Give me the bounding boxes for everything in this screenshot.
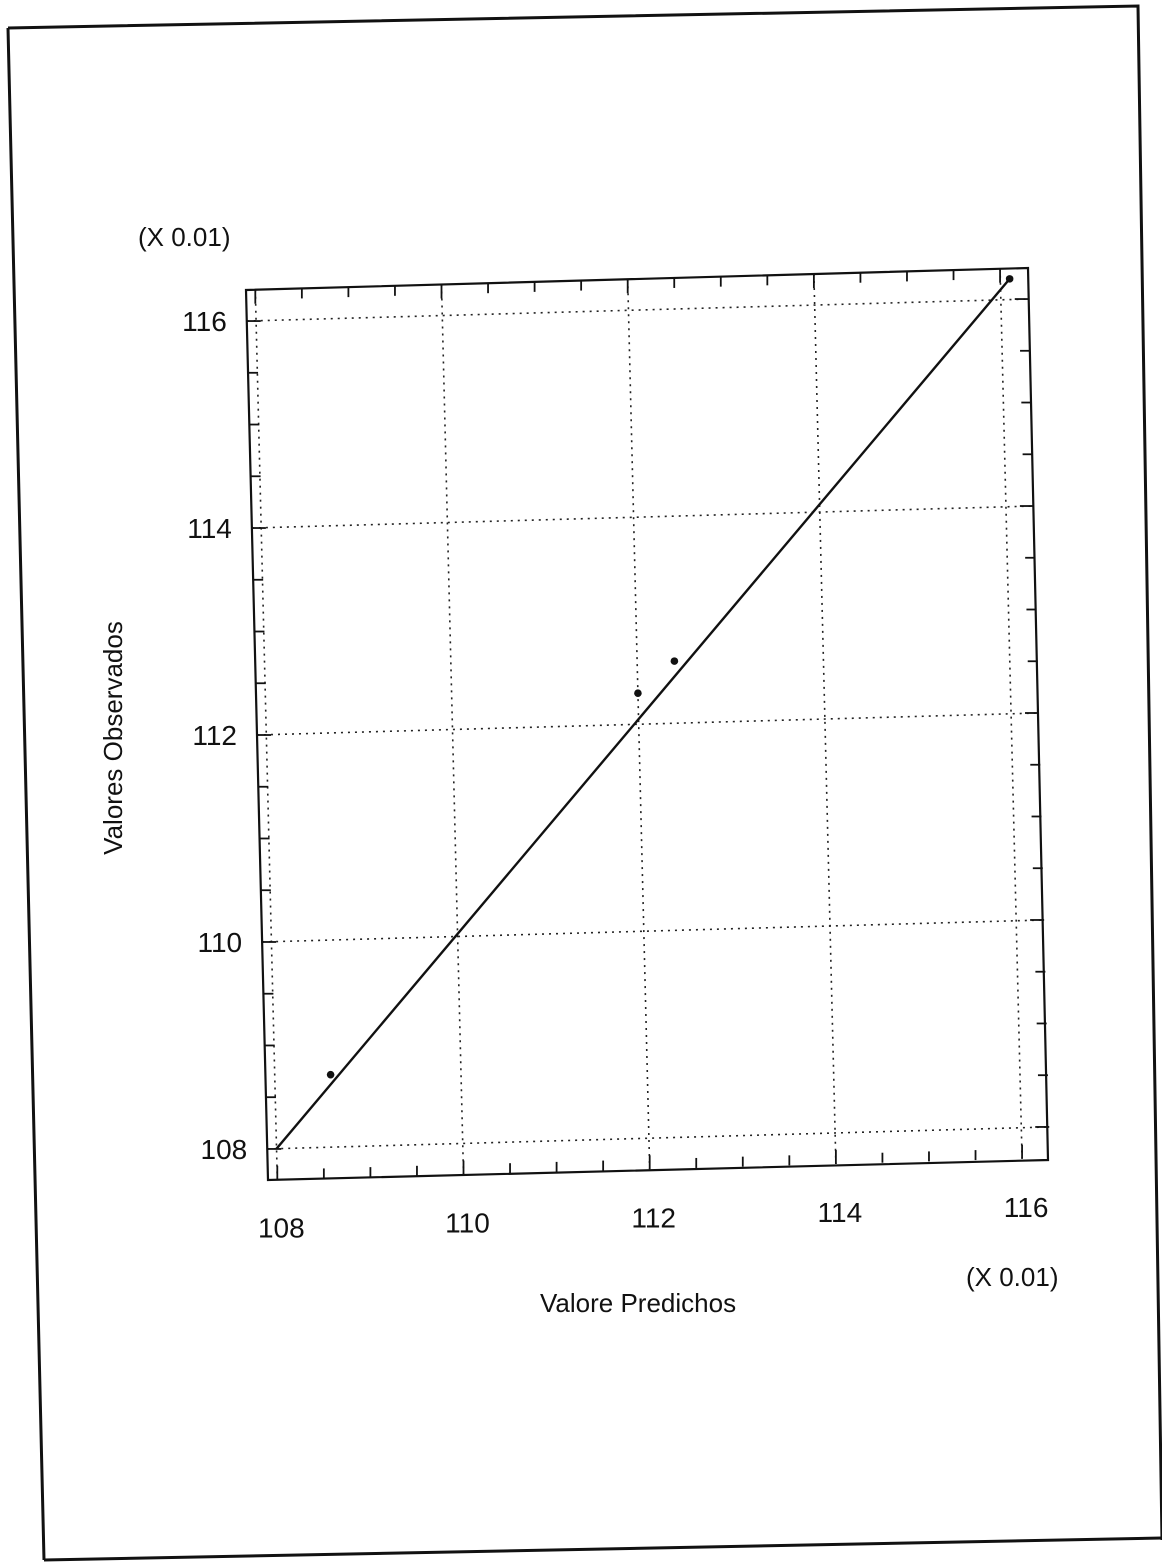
tick-marks — [246, 268, 1050, 1180]
y-tick-label-112: 112 — [192, 720, 237, 751]
y-multiplier-label: (X 0.01) — [138, 222, 231, 252]
y-tick-label-110: 110 — [197, 927, 242, 958]
x-tick-labels: 108 110 112 114 116 — [258, 1192, 1048, 1244]
y-axis-title: Valores Observados — [98, 621, 128, 855]
grid-line-y-114 — [251, 505, 1034, 529]
x-tick-label-114: 114 — [818, 1197, 863, 1228]
grid-line-x-112 — [626, 279, 651, 1170]
page-border-bottom — [43, 1536, 1162, 1562]
grid-line-y-112 — [256, 712, 1040, 736]
y-tick-label-116: 116 — [182, 306, 227, 337]
grid-line-y-116 — [246, 298, 1029, 322]
y-tick-label-108: 108 — [201, 1134, 248, 1165]
x-tick-label-112: 112 — [631, 1202, 676, 1233]
data-point-2 — [634, 689, 642, 698]
y-tick-label-114: 114 — [187, 513, 232, 544]
grid-line-x-114 — [813, 274, 837, 1165]
plot-area — [244, 266, 1050, 1182]
grid-line-y-108 — [267, 1126, 1050, 1150]
grid-line-x-116 — [999, 268, 1023, 1159]
x-multiplier-label: (X 0.01) — [966, 1262, 1059, 1292]
x-tick-label-110: 110 — [445, 1208, 490, 1239]
data-point-4 — [1005, 275, 1014, 283]
grid-line-x-108 — [254, 289, 279, 1180]
fit-line — [275, 278, 1011, 1150]
grid-lines — [246, 268, 1050, 1180]
data-series — [275, 275, 1014, 1150]
data-point-1 — [326, 1070, 335, 1079]
x-tick-label-108: 108 — [258, 1213, 305, 1244]
page-border — [6, 4, 1162, 1561]
x-axis-title: Valore Predichos — [540, 1288, 736, 1318]
grid-line-y-110 — [262, 919, 1045, 943]
x-tick-label-116: 116 — [1004, 1192, 1049, 1223]
y-tick-labels: 108 110 112 114 116 — [182, 306, 247, 1165]
grid-line-x-110 — [440, 284, 465, 1175]
data-point-3 — [670, 657, 679, 665]
